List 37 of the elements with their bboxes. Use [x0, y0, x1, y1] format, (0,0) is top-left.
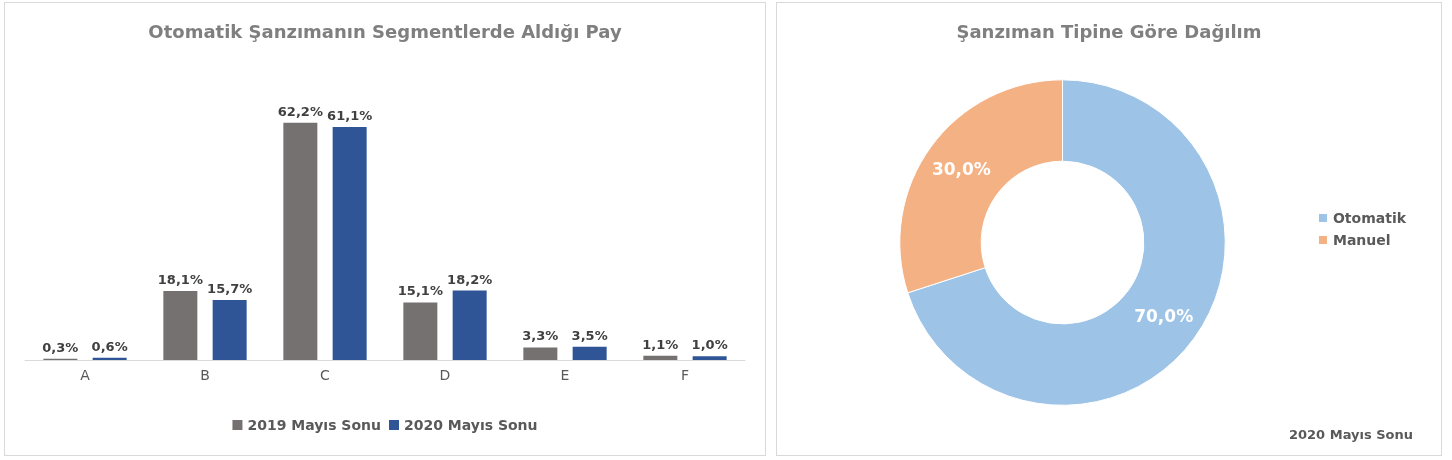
legend-label: 2019 Mayıs Sonu: [247, 417, 382, 433]
x-tick-label: D: [439, 367, 451, 383]
legend-label: Manuel: [1332, 232, 1391, 248]
data-label: 1,0%: [691, 337, 728, 353]
x-tick-label: E: [560, 367, 570, 383]
bar: [523, 347, 558, 360]
bar: [452, 290, 487, 360]
chart-title: Şanzıman Tipine Göre Dağılım: [956, 20, 1262, 42]
data-label: 70,0%: [1134, 306, 1194, 327]
bar: [403, 302, 438, 360]
data-label: 62,2%: [277, 103, 323, 119]
legend-label: Otomatik: [1332, 210, 1407, 226]
x-tick-label: C: [320, 367, 331, 383]
chart-title: Otomatik Şanzımanın Segmentlerde Aldığı Pay: [148, 20, 622, 42]
data-label: 0,6%: [91, 338, 128, 354]
text: 2020 Mayıs Sonu: [1288, 427, 1413, 442]
bar: [643, 355, 678, 360]
data-label: 18,1%: [157, 271, 203, 287]
data-label: 1,1%: [642, 336, 679, 352]
x-tick-label: B: [200, 367, 210, 383]
bar: [332, 126, 367, 360]
data-label: 61,1%: [327, 107, 373, 123]
bar: [163, 290, 198, 360]
data-label: 15,7%: [207, 281, 253, 297]
legend-label: 2020 Mayıs Sonu: [404, 417, 538, 433]
bar: [692, 356, 727, 360]
data-label: 15,1%: [397, 283, 443, 299]
x-tick-label: F: [680, 367, 690, 383]
bar: [572, 346, 607, 360]
data-label: 30,0%: [931, 159, 991, 180]
bar: [283, 122, 318, 360]
data-label: 0,3%: [42, 339, 79, 355]
data-label: 3,5%: [571, 327, 608, 343]
x-tick-label: A: [80, 367, 91, 383]
bar: [212, 300, 247, 360]
data-label: 3,3%: [522, 328, 559, 344]
data-label: 18,2%: [447, 271, 493, 287]
